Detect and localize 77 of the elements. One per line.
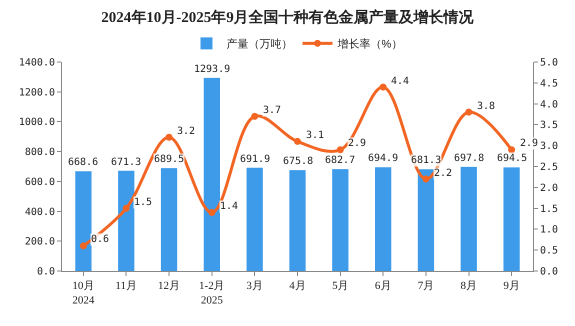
y2-tick-label: 5.0 [540, 58, 558, 68]
y-tick-label: 1200.0 [18, 87, 55, 98]
bar [204, 78, 220, 271]
y-tick-label: 1000.0 [18, 117, 55, 128]
data-label: 2.9 [348, 138, 366, 149]
data-label: 3.8 [477, 101, 496, 112]
data-label: 1293.9 [194, 64, 230, 75]
data-label: 697.8 [454, 153, 484, 164]
y2-tick-label: 3.5 [540, 120, 558, 132]
x-tick-label: 11月 [115, 280, 138, 292]
data-label: 694.5 [497, 153, 528, 164]
bar [289, 170, 306, 271]
x-tick-label: 1-2月 2025 [199, 280, 225, 306]
data-label: 4.4 [391, 76, 410, 87]
data-label: 3.2 [177, 126, 196, 137]
legend-label: 产量（万吨） [226, 38, 292, 51]
y2-tick-label: 0.5 [540, 246, 558, 257]
bar [460, 166, 477, 271]
y-tick-label: 800.0 [24, 147, 55, 158]
y-tick-label: 1400.0 [18, 58, 55, 68]
y-tick-label: 600.0 [24, 176, 55, 188]
y-tick-label: 400.0 [24, 206, 55, 218]
chart-title: 2024年10月-2025年9月全国十种有色金属产量及增长情况 [101, 8, 475, 26]
data-label: 694.9 [368, 153, 398, 164]
data-label: 1.5 [134, 197, 152, 208]
point [422, 176, 430, 183]
x-tick-label: 7月 [418, 280, 434, 292]
y2-tick-label: 1.0 [540, 224, 558, 236]
legend-label: 增长率（%） [336, 38, 402, 51]
data-label: 689.5 [154, 154, 184, 165]
bar [332, 169, 348, 271]
data-label: 3.7 [263, 105, 282, 116]
bar [375, 167, 392, 271]
data-label: 682.7 [325, 155, 356, 166]
point [166, 134, 173, 141]
y-tick-label: 0.0 [36, 266, 55, 278]
data-label: 681.3 [411, 155, 442, 166]
y2-tick-label: 3.0 [540, 141, 558, 152]
data-label: 0.6 [91, 234, 110, 245]
point [465, 108, 472, 116]
bar [118, 170, 134, 271]
y2-tick-label: 0.0 [540, 266, 558, 278]
x-tick-label: 8月 [460, 280, 478, 292]
point [251, 112, 258, 120]
data-label: 3.1 [306, 130, 324, 141]
bar [246, 168, 263, 271]
bar [75, 171, 92, 271]
x-tick-label: 12月 [158, 280, 180, 292]
data-label: 691.9 [240, 154, 270, 165]
bar [418, 169, 434, 271]
y2-tick-label: 4.5 [540, 78, 558, 90]
y2-tick-label: 4.0 [540, 99, 558, 110]
point [208, 208, 216, 216]
y2-tick-label: 2.0 [540, 182, 558, 194]
data-label: 1.4 [220, 201, 238, 212]
data-label: 668.6 [68, 157, 98, 168]
data-label: 671.3 [111, 157, 142, 168]
point [122, 204, 130, 212]
data-label: 2.9 [520, 138, 538, 149]
x-tick-label: 3月 [246, 280, 263, 292]
x-tick-label: 5月 [332, 280, 349, 292]
point [80, 242, 87, 250]
y2-tick-label: 1.5 [540, 204, 558, 215]
x-tick-label: 10月 2024 [72, 280, 95, 306]
x-tick-label: 6月 [374, 280, 392, 292]
point [294, 138, 301, 145]
x-tick-label: 9月 [503, 280, 520, 292]
data-label: 675.8 [283, 156, 314, 167]
bar [160, 168, 178, 271]
data-label: 2.2 [434, 168, 452, 179]
y-tick-label: 200.0 [24, 236, 55, 248]
point [336, 146, 344, 154]
x-tick-label: 4月 [289, 280, 306, 292]
bar [503, 167, 520, 271]
y2-tick-label: 2.5 [540, 162, 558, 173]
point [508, 146, 516, 154]
point [380, 84, 387, 91]
